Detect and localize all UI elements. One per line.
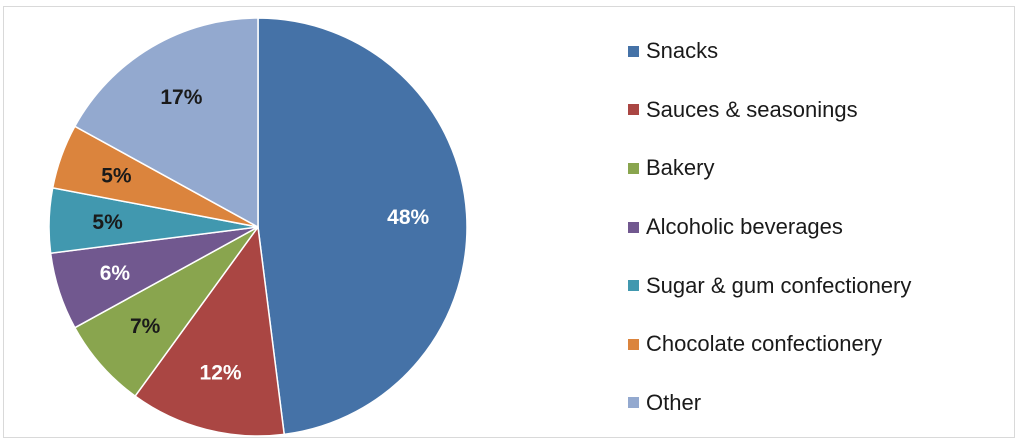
legend-label: Snacks xyxy=(646,38,719,64)
slice-data-label: 48% xyxy=(387,206,429,229)
legend-label: Bakery xyxy=(646,155,715,181)
legend-label: Sugar & gum confectionery xyxy=(646,272,912,298)
legend-item: Sauces & seasonings xyxy=(628,81,911,140)
legend-label: Other xyxy=(646,389,702,415)
legend-item: Alcoholic beverages xyxy=(628,198,911,257)
pie-slice xyxy=(73,17,259,229)
slice-data-label: 6% xyxy=(100,262,131,285)
legend-item: Bakery xyxy=(628,139,911,198)
slice-data-label: 5% xyxy=(101,165,132,188)
legend-swatch xyxy=(628,45,639,57)
legend-swatch xyxy=(628,162,639,174)
legend-item: Other xyxy=(628,374,911,433)
legend-swatch xyxy=(628,104,639,116)
legend-item: Snacks xyxy=(628,22,911,81)
legend-label: Alcoholic beverages xyxy=(646,214,843,240)
legend-item: Chocolate confectionery xyxy=(628,315,911,374)
legend-swatch xyxy=(628,221,639,233)
slice-data-label: 17% xyxy=(160,86,202,109)
legend-swatch xyxy=(628,338,639,350)
slice-data-label: 7% xyxy=(130,315,161,338)
slice-data-label: 5% xyxy=(92,211,123,234)
legend-swatch xyxy=(628,280,639,292)
legend-item: Sugar & gum confectionery xyxy=(628,256,911,315)
pie-slice xyxy=(257,17,468,436)
legend-label: Sauces & seasonings xyxy=(646,96,858,122)
legend-label: Chocolate confectionery xyxy=(646,331,883,357)
slice-data-label: 12% xyxy=(200,361,242,384)
legend-swatch xyxy=(628,397,639,409)
chart-legend: Snacks Sauces & seasonings Bakery Alcoholic… xyxy=(628,22,911,432)
pie-slice xyxy=(134,225,286,437)
